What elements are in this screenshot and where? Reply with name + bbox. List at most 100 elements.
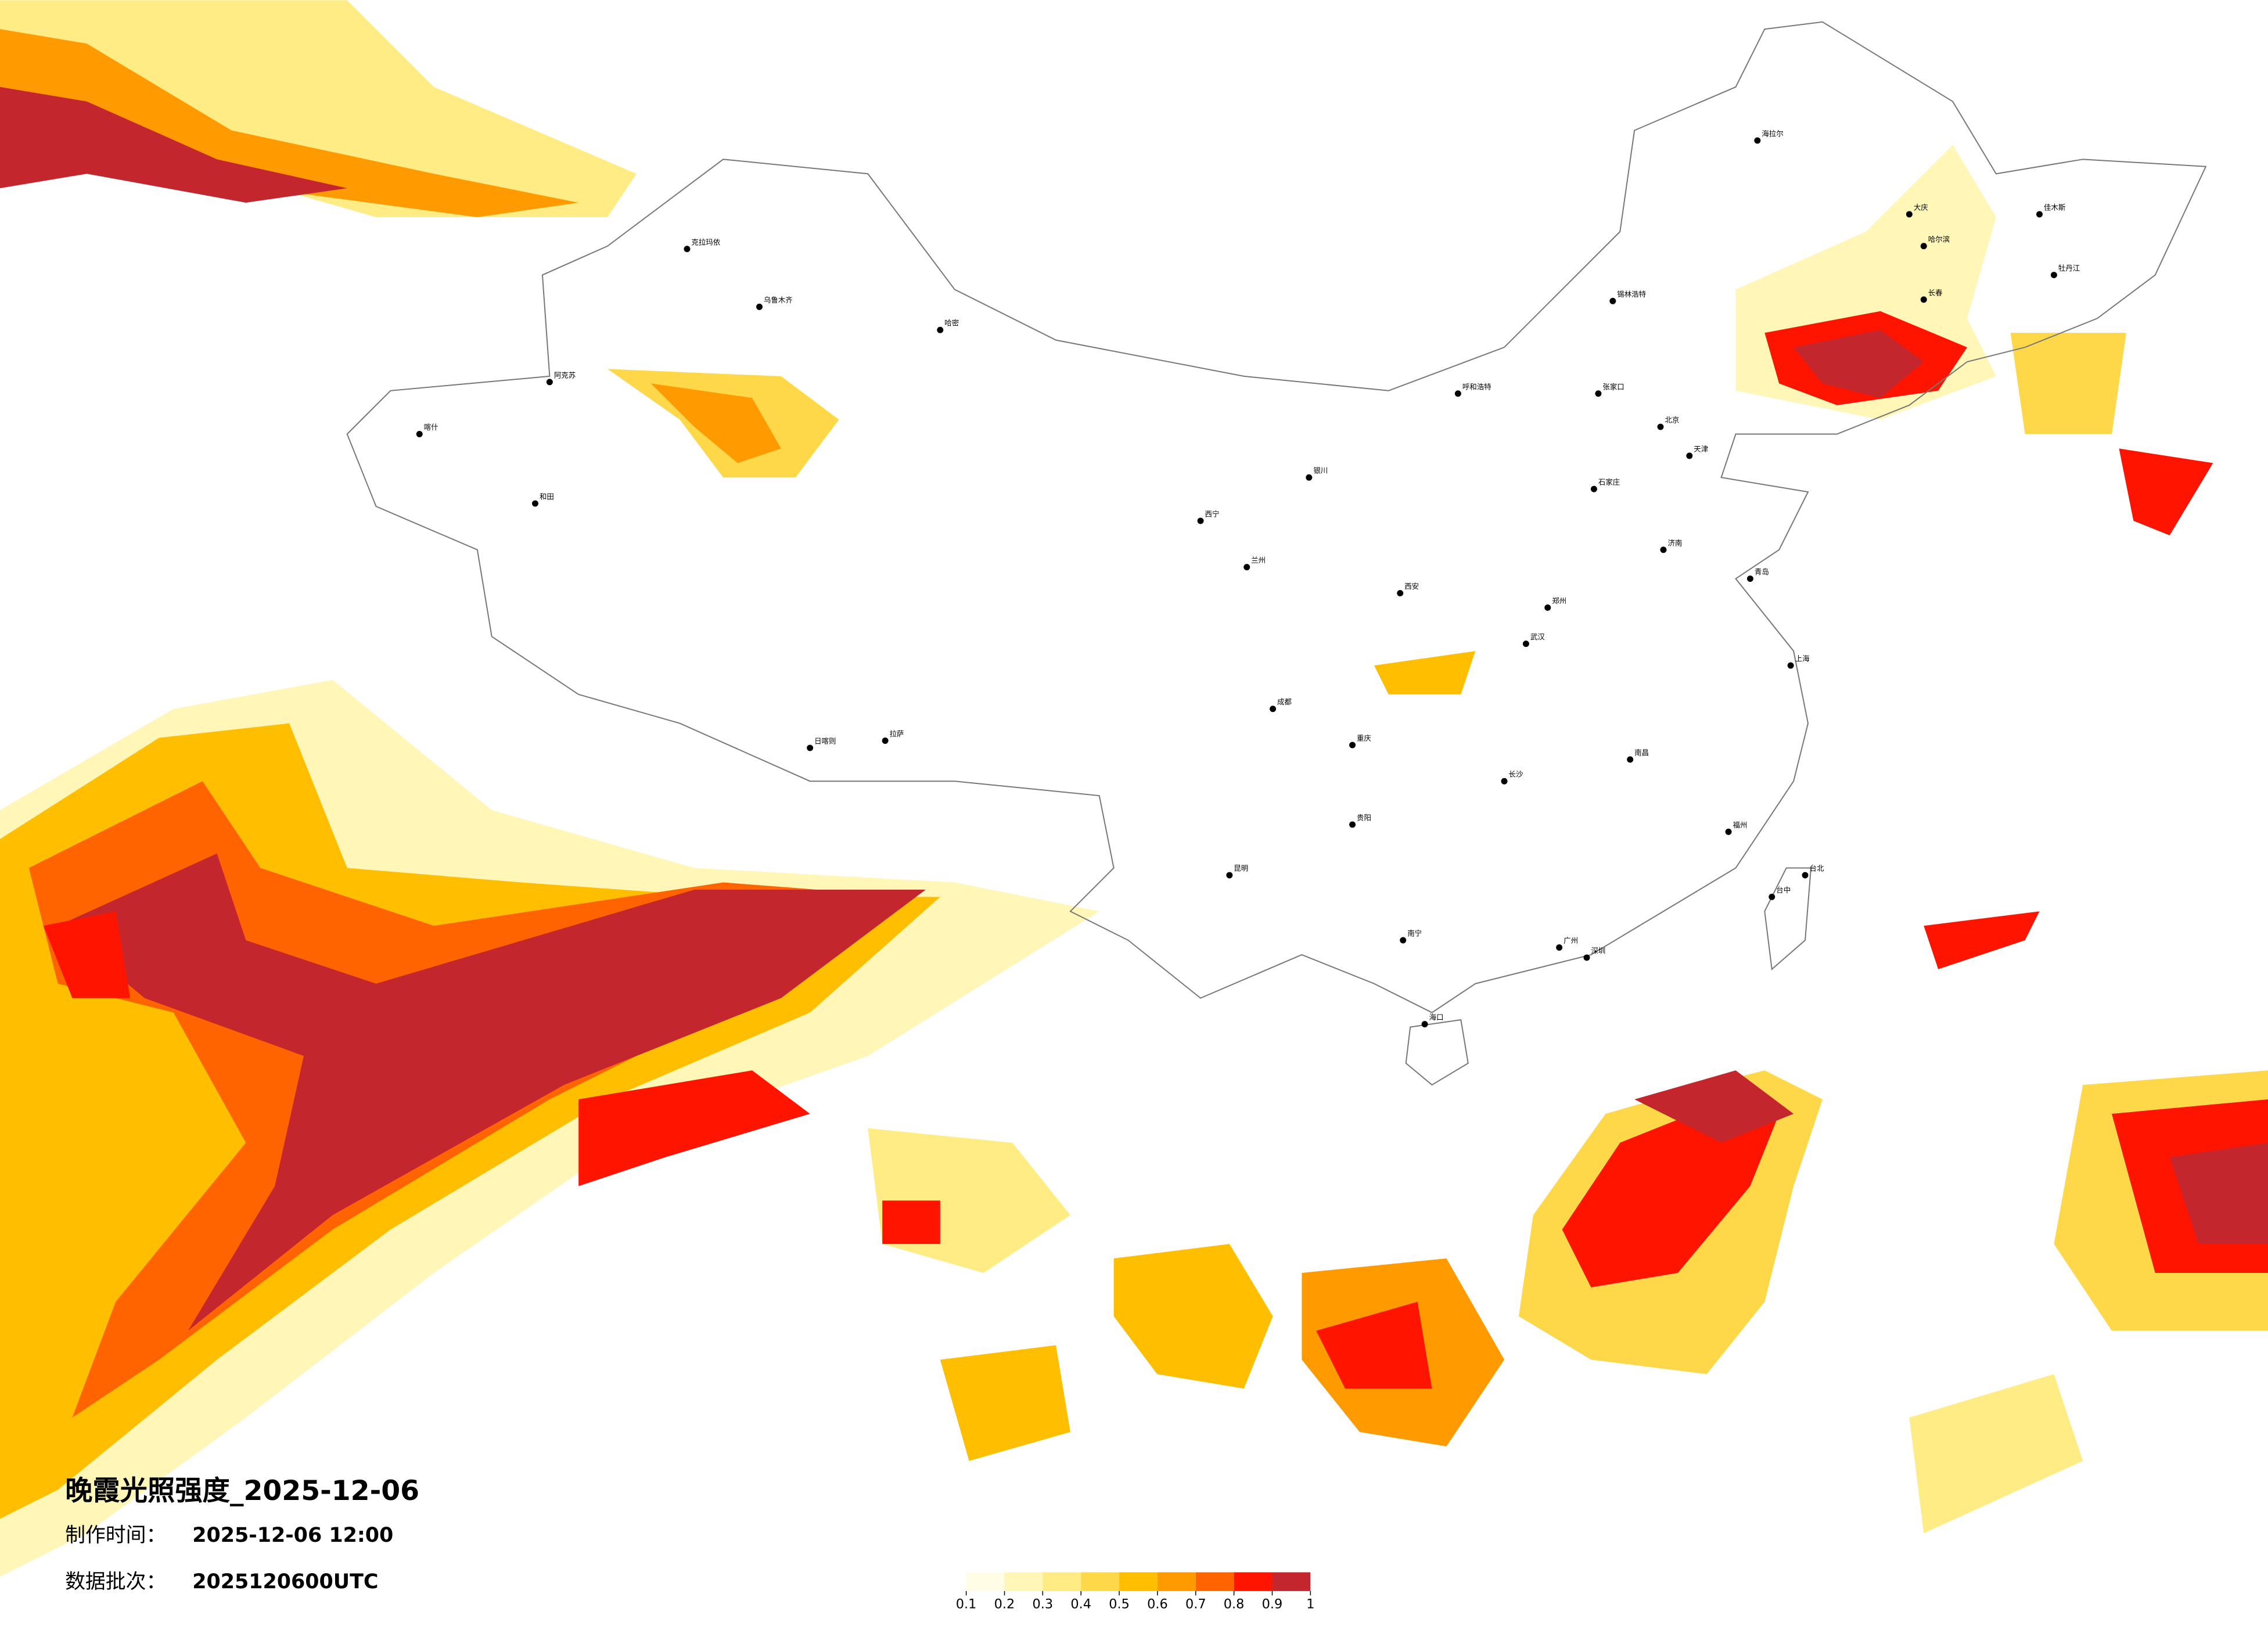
legend-tick-label: 0.5 [1109,1597,1130,1612]
city-label: 昆明 [1234,864,1248,873]
city-dot [1787,662,1794,669]
city-dot [1627,756,1634,763]
city-dot [1595,390,1602,397]
field [2010,333,2126,434]
field [2119,448,2213,535]
field [1562,1114,1780,1287]
city-label: 日喀则 [814,736,836,745]
city-label: 和田 [540,492,554,501]
city-label: 台中 [1776,886,1791,894]
city-dot [416,431,423,437]
city-dot [807,744,814,751]
field [1374,651,1476,695]
field [1909,1374,2083,1534]
city-dot [1544,604,1551,611]
city-dot [1397,589,1404,596]
city-dot [1906,211,1913,218]
legend: 0.1 0.2 0.3 0.4 0.5 0.6 0.7 0.8 0.9 1 [956,1572,1314,1612]
city-label: 北京 [1665,416,1679,425]
city-label: 海口 [1429,1013,1444,1021]
city-label: 石家庄 [1598,478,1620,487]
city-dot [1590,485,1597,492]
city-label: 锡林浩特 [1617,290,1646,298]
city-dot [1226,872,1233,879]
city-dot [1660,546,1667,553]
city-label: 佳木斯 [2044,203,2065,211]
city-label: 呼和浩特 [1462,382,1491,391]
city-label: 济南 [1667,538,1682,547]
city-dot [1920,243,1927,250]
legend-tick-label: 0.3 [1033,1597,1054,1612]
city-label: 拉萨 [890,729,904,738]
city-dot [684,246,691,253]
city-dot [1657,423,1664,430]
city-label: 深圳 [1591,947,1605,955]
city-dot [1686,452,1693,459]
city-label: 海拉尔 [1762,129,1783,138]
island-border [1764,867,1812,970]
field [1924,911,2040,969]
city-dot [1243,564,1250,571]
city-label: 重庆 [1357,733,1371,742]
field [1113,1244,1273,1389]
info-label: 数据批次： [65,1570,166,1593]
city-label: 广州 [1563,936,1578,945]
country-border [346,21,2207,1013]
field [0,0,637,217]
field [1316,1301,1432,1389]
info-label: 制作时间： [65,1524,166,1547]
city-label: 大庆 [1914,203,1928,211]
legend-swatch [1119,1572,1158,1591]
city-label: 成都 [1277,697,1292,706]
city-label: 兰州 [1251,556,1266,564]
legend-tick-label: 0.8 [1224,1597,1245,1612]
legend-tick-label: 0.9 [1262,1597,1283,1612]
city-dot [2050,272,2057,279]
city-dot [1583,954,1590,961]
city-dot [1754,137,1761,144]
field [882,1200,940,1244]
field [2169,1142,2268,1244]
city-dot [1400,937,1407,944]
field [0,87,347,203]
city-label: 南昌 [1634,748,1649,757]
legend-swatch [966,1572,1005,1591]
city-label: 南宁 [1407,929,1422,938]
city-label: 长春 [1928,288,1943,297]
city-dot [1349,821,1356,828]
legend-swatch [1004,1572,1043,1591]
field [940,1345,1070,1461]
city-dot [1197,517,1204,524]
city-label: 喀什 [424,423,438,431]
legend-swatch [1195,1572,1234,1591]
city-dot [1725,828,1732,835]
city-dot [937,326,944,333]
city-label: 郑州 [1552,596,1566,605]
city-dot [756,303,763,310]
city-label: 哈密 [944,319,959,328]
field [43,911,131,998]
city-label: 阿克苏 [554,370,576,379]
city-dot [1454,390,1461,397]
city-dot [1920,296,1927,303]
city-dot [1501,778,1508,785]
field [650,383,781,463]
legend-tick-label: 0.1 [956,1597,977,1612]
legend-tick-label: 0.7 [1185,1597,1206,1612]
city-dot [1522,641,1529,647]
info-value: 2025120600UTC [192,1570,378,1593]
city-dot [1746,575,1753,582]
city-label: 乌鲁木齐 [764,296,793,304]
legend-swatch [1272,1572,1311,1591]
city-label: 贵阳 [1357,813,1371,822]
city-dot [1349,742,1356,749]
city-label: 银川 [1313,466,1328,475]
city-dot [1421,1021,1428,1028]
city-label: 上海 [1795,654,1810,663]
legend-tick-label: 0.4 [1070,1597,1091,1612]
legend-swatch [1234,1572,1273,1591]
island-border [1405,1019,1469,1086]
legend-tick-label: 1 [1306,1597,1314,1612]
